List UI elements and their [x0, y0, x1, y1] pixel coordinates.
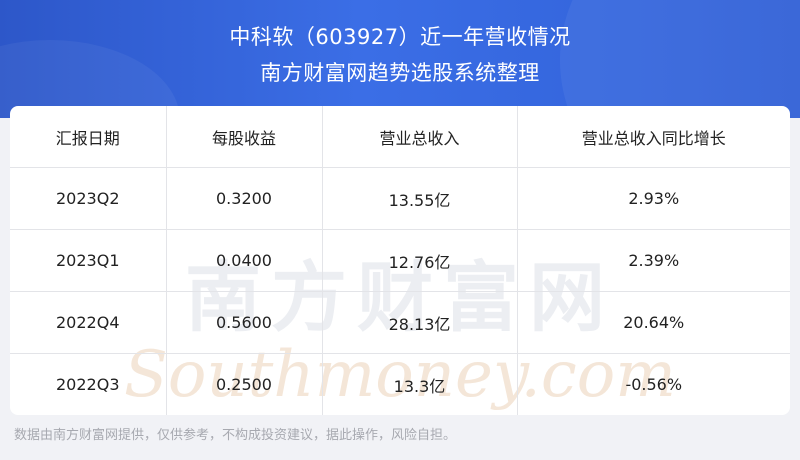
- cell-total-revenue: 13.3亿: [322, 353, 518, 415]
- table-row: 2022Q4 0.5600 28.13亿 20.64%: [10, 291, 790, 354]
- cell-eps: 0.5600: [166, 291, 323, 354]
- cell-report-date: 2022Q3: [10, 353, 167, 415]
- table-header-row: 汇报日期 每股收益 营业总收入 营业总收入同比增长: [10, 106, 790, 168]
- data-table-card: 南方财富网 Southmoney.com 汇报日期 每股收益 营业总收入 营业总…: [10, 106, 790, 415]
- column-header-report-date: 汇报日期: [10, 106, 167, 168]
- cell-eps: 0.3200: [166, 167, 323, 230]
- cell-total-revenue: 12.76亿: [322, 229, 518, 292]
- table-row: 2023Q1 0.0400 12.76亿 2.39%: [10, 229, 790, 292]
- page-subtitle: 南方财富网趋势选股系统整理: [260, 61, 540, 85]
- cell-revenue-yoy: 20.64%: [517, 291, 790, 354]
- cell-revenue-yoy: 2.93%: [517, 167, 790, 230]
- table-row: 2023Q2 0.3200 13.55亿 2.93%: [10, 167, 790, 230]
- cell-report-date: 2023Q1: [10, 229, 167, 292]
- header-banner: 中科软（603927）近一年营收情况 南方财富网趋势选股系统整理: [0, 0, 800, 118]
- cell-eps: 0.2500: [166, 353, 323, 415]
- column-header-eps: 每股收益: [166, 106, 323, 168]
- cell-revenue-yoy: 2.39%: [517, 229, 790, 292]
- cell-total-revenue: 13.55亿: [322, 167, 518, 230]
- revenue-table: 汇报日期 每股收益 营业总收入 营业总收入同比增长 2023Q2 0.3200 …: [10, 106, 790, 415]
- cell-total-revenue: 28.13亿: [322, 291, 518, 354]
- cell-eps: 0.0400: [166, 229, 323, 292]
- cell-report-date: 2022Q4: [10, 291, 167, 354]
- page-title: 中科软（603927）近一年营收情况: [229, 25, 571, 49]
- cell-revenue-yoy: -0.56%: [625, 375, 683, 394]
- column-header-revenue-yoy: 营业总收入同比增长: [517, 106, 790, 168]
- cell-report-date: 2023Q2: [10, 167, 167, 230]
- column-header-total-revenue: 营业总收入: [322, 106, 518, 168]
- table-row: 2022Q3 0.2500 13.3亿 -0.56%: [10, 353, 790, 415]
- disclaimer-text: 数据由南方财富网提供，仅供参考，不构成投资建议，据此操作，风险自担。: [14, 428, 457, 443]
- header-decoration: [560, 0, 800, 118]
